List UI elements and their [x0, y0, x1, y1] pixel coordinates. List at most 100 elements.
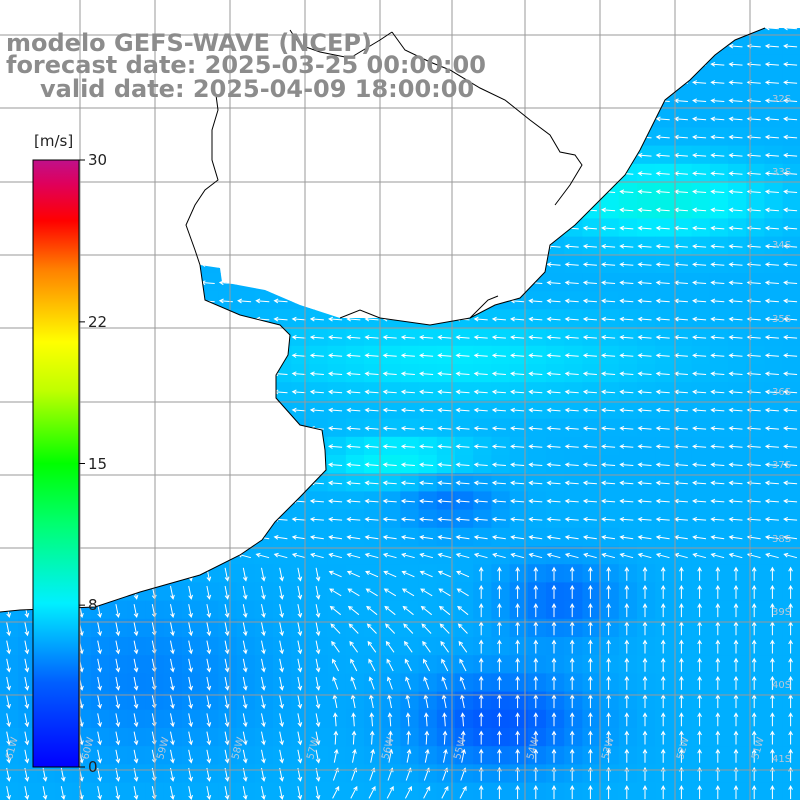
wind-cell — [618, 509, 638, 529]
wind-arrow — [533, 657, 539, 672]
wind-cell — [691, 200, 711, 219]
wind-arrow — [369, 712, 375, 727]
wind-cell — [400, 491, 420, 511]
wind-cell — [364, 600, 383, 620]
wind-cell — [546, 491, 565, 511]
wind-cell — [691, 582, 711, 602]
wind-cell — [782, 673, 800, 693]
wind-cell — [273, 637, 292, 656]
wind-arrow — [387, 712, 393, 727]
wind-cell — [618, 273, 638, 292]
wind-arrow — [728, 262, 743, 267]
wind-cell — [436, 728, 456, 747]
wind-cell — [709, 527, 729, 547]
wind-cell — [782, 746, 800, 765]
wind-cell — [418, 764, 438, 784]
wind-cell — [618, 291, 638, 310]
wind-arrow — [619, 207, 634, 213]
wind-arrow — [619, 552, 634, 559]
wind-cell — [691, 309, 711, 329]
wind-arrow — [423, 676, 430, 690]
wind-arrow — [692, 280, 707, 286]
wind-arrow — [328, 334, 343, 340]
wind-cell — [764, 91, 784, 110]
wind-arrow — [473, 371, 488, 377]
wind-arrow — [510, 316, 525, 322]
wind-cell — [782, 473, 800, 492]
wind-arrow — [619, 243, 634, 249]
wind-cell — [746, 28, 765, 37]
wind-arrow — [188, 640, 193, 655]
wind-cell — [582, 655, 602, 674]
wind-cell — [109, 728, 128, 747]
wind-arrow — [237, 298, 252, 304]
wind-arrow — [764, 480, 779, 486]
wind-arrow — [710, 444, 725, 449]
wind-cell — [163, 728, 183, 747]
wind-arrow — [297, 658, 303, 673]
wind-cell — [746, 655, 765, 674]
lat-label: 34S — [772, 240, 791, 251]
wind-cell — [0, 637, 19, 656]
wind-arrow — [279, 749, 284, 764]
wind-cell — [382, 728, 401, 747]
wind-arrow — [601, 280, 616, 286]
wind-cell — [182, 637, 201, 656]
wind-arrow — [346, 425, 361, 431]
wind-arrow — [419, 407, 434, 413]
wind-cell — [273, 527, 292, 547]
wind-arrow — [279, 786, 284, 800]
wind-arrow — [637, 353, 652, 358]
wind-arrow — [619, 353, 634, 358]
wind-cell — [345, 582, 365, 602]
wind-arrow — [329, 588, 342, 597]
wind-arrow — [528, 516, 543, 522]
wind-cell — [254, 728, 274, 747]
wind-arrow — [492, 552, 506, 559]
wind-arrow — [697, 657, 702, 672]
wind-cell — [254, 637, 274, 656]
wind-arrow — [728, 43, 743, 49]
wind-cell — [764, 491, 784, 511]
wind-arrow — [400, 389, 415, 395]
wind-arrow — [783, 334, 798, 340]
wind-cell — [637, 145, 656, 165]
wind-arrow — [261, 749, 266, 764]
wind-cell — [418, 600, 438, 620]
wind-cell — [637, 273, 656, 292]
wind-cell — [382, 637, 401, 656]
wind-cell — [473, 582, 492, 602]
wind-cell — [327, 709, 347, 729]
wind-cell — [546, 455, 565, 474]
wind-arrow — [601, 262, 616, 267]
border-line — [289, 29, 583, 319]
wind-cell — [546, 273, 565, 292]
wind-arrow — [478, 603, 484, 618]
wind-arrow — [728, 225, 743, 231]
wind-arrow — [261, 567, 266, 582]
wind-cell — [436, 364, 456, 383]
wind-arrow — [473, 444, 488, 449]
wind-arrow — [497, 639, 502, 654]
wind-arrow — [510, 552, 525, 559]
wind-arrow — [637, 444, 652, 449]
wind-cell — [728, 327, 747, 347]
wind-arrow — [564, 462, 579, 468]
wind-arrow — [437, 353, 452, 358]
wind-arrow — [473, 552, 488, 559]
wind-cell — [600, 673, 620, 693]
wind-cell — [637, 345, 656, 365]
wind-cell — [564, 564, 583, 583]
wind-arrow — [692, 98, 707, 104]
wind-cell — [509, 618, 529, 638]
wind-cell — [582, 491, 602, 511]
wind-arrow — [442, 712, 447, 727]
wind-cell — [236, 582, 256, 602]
wind-cell — [582, 309, 602, 329]
wind-cell — [728, 473, 747, 492]
wind-arrow — [710, 498, 725, 504]
wind-arrow — [733, 675, 739, 690]
wind-cell — [418, 509, 438, 529]
wind-cell — [455, 546, 474, 565]
wind-cell — [728, 491, 747, 511]
